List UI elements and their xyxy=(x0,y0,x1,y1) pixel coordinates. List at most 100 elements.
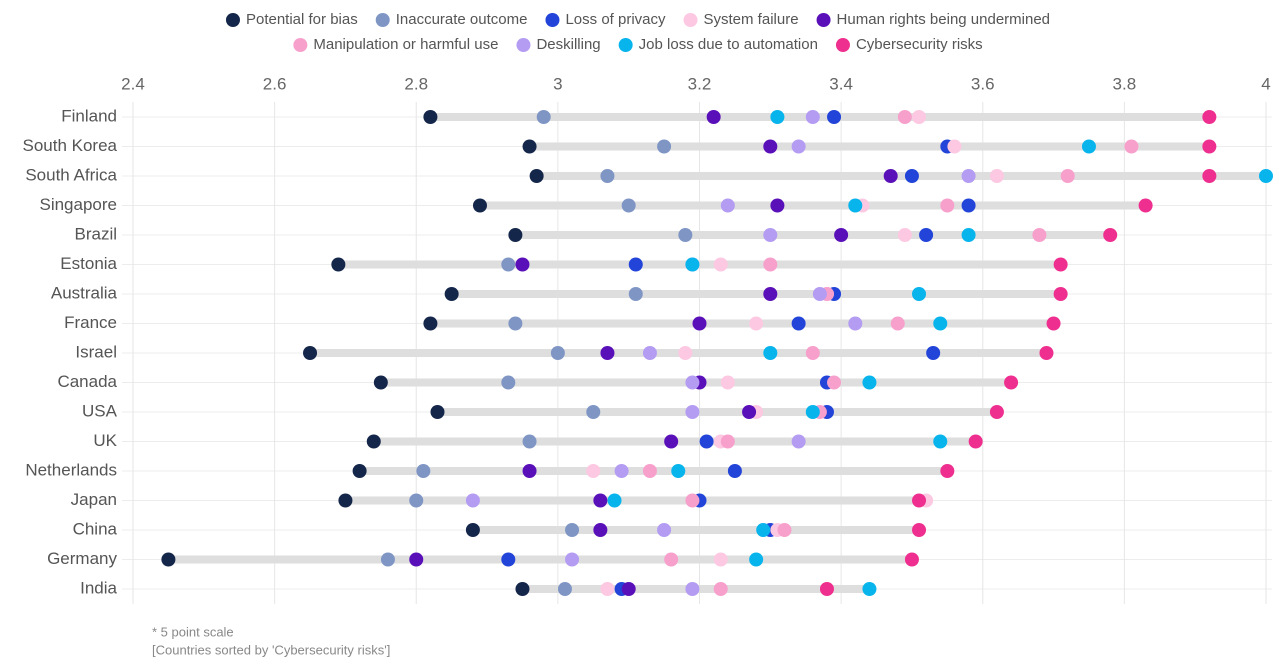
dot xyxy=(742,405,757,419)
dot xyxy=(685,405,700,419)
dot xyxy=(763,139,778,154)
dot xyxy=(416,464,431,478)
legend-swatch xyxy=(225,13,240,27)
legend-label: Inaccurate outcome xyxy=(396,11,528,28)
legend-swatch xyxy=(516,38,531,52)
dot xyxy=(791,434,806,449)
y-tick-label: Singapore xyxy=(39,195,117,214)
dot xyxy=(565,552,580,567)
dot xyxy=(883,169,898,183)
y-tick-label: Estonia xyxy=(60,254,117,273)
dot xyxy=(621,582,636,596)
dot xyxy=(423,110,438,124)
dot xyxy=(989,169,1004,183)
dot xyxy=(812,287,827,301)
dot xyxy=(933,434,948,449)
y-tick-label: South Africa xyxy=(25,165,117,184)
dot xyxy=(805,110,820,124)
y-tick-label: Netherlands xyxy=(25,460,117,479)
dot xyxy=(791,316,806,331)
dot xyxy=(515,257,530,272)
dot xyxy=(1032,228,1047,242)
x-tick-label: 3.2 xyxy=(688,74,712,93)
dot xyxy=(777,523,792,537)
dot xyxy=(373,375,388,390)
dot xyxy=(1124,139,1139,154)
dot xyxy=(904,169,919,183)
dot xyxy=(586,405,601,419)
dot xyxy=(1046,316,1061,331)
legend-label: Manipulation or harmful use xyxy=(313,36,498,53)
y-tick-label: France xyxy=(64,313,117,332)
dot xyxy=(685,582,700,596)
dot xyxy=(550,346,565,360)
dot xyxy=(444,287,459,301)
dot xyxy=(593,493,608,508)
dot xyxy=(352,464,367,478)
dot xyxy=(713,552,728,567)
dot xyxy=(515,582,530,596)
y-tick-label: India xyxy=(80,578,117,597)
dot xyxy=(713,257,728,272)
y-tick-label: South Korea xyxy=(22,136,117,155)
dot xyxy=(897,110,912,124)
y-tick-label: Israel xyxy=(75,342,117,361)
y-tick-label: Germany xyxy=(47,549,117,568)
dot xyxy=(600,169,615,183)
dot xyxy=(501,375,516,390)
legend-swatch xyxy=(375,13,390,27)
legend-label: System failure xyxy=(704,11,799,28)
dot xyxy=(1053,257,1068,272)
dot xyxy=(961,169,976,183)
dot xyxy=(720,375,735,390)
dot xyxy=(706,110,721,124)
dot xyxy=(961,198,976,213)
dot xyxy=(699,434,714,449)
dot xyxy=(600,582,615,596)
dot xyxy=(671,464,686,478)
dot xyxy=(465,523,480,537)
x-tick-label: 3.6 xyxy=(971,74,995,93)
legend-swatch xyxy=(816,13,831,27)
dot xyxy=(947,139,962,154)
dot xyxy=(912,493,927,508)
dot xyxy=(692,316,707,331)
dot xyxy=(827,110,842,124)
y-tick-label: UK xyxy=(93,431,117,450)
dot xyxy=(890,316,905,331)
dot xyxy=(678,346,693,360)
dot xyxy=(862,582,877,596)
dot xyxy=(465,493,480,508)
dot xyxy=(919,228,934,242)
legend-swatch xyxy=(293,38,308,52)
y-tick-label: Finland xyxy=(61,106,117,125)
dot xyxy=(1039,346,1054,360)
dot xyxy=(522,434,537,449)
dot xyxy=(409,493,424,508)
dot xyxy=(593,523,608,537)
dot xyxy=(827,375,842,390)
dot xyxy=(933,316,948,331)
dot xyxy=(664,552,679,567)
x-tick-label: 2.6 xyxy=(263,74,287,93)
dot xyxy=(423,316,438,331)
dot xyxy=(628,287,643,301)
dot xyxy=(763,346,778,360)
dot xyxy=(912,110,927,124)
x-tick-label: 2.4 xyxy=(121,74,145,93)
dot xyxy=(607,493,622,508)
dot xyxy=(763,257,778,272)
legend-label: Job loss due to automation xyxy=(639,36,818,53)
footnote: * 5 point scale xyxy=(152,624,234,639)
dot xyxy=(501,552,516,567)
dot xyxy=(331,257,346,272)
dot xyxy=(819,582,834,596)
dot xyxy=(720,198,735,213)
dot xyxy=(727,464,742,478)
dot xyxy=(791,139,806,154)
dot xyxy=(1004,375,1019,390)
legend-label: Cybersecurity risks xyxy=(856,36,983,53)
dot xyxy=(912,287,927,301)
dot xyxy=(1202,110,1217,124)
